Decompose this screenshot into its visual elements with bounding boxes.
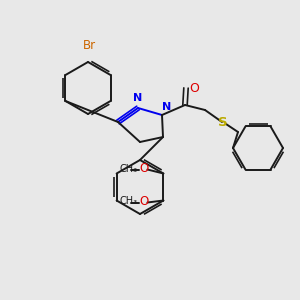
Text: O: O (140, 162, 149, 175)
Text: N: N (162, 102, 172, 112)
Text: S: S (218, 116, 228, 128)
Text: O: O (189, 82, 199, 94)
Text: O: O (140, 195, 149, 208)
Text: CH₃: CH₃ (119, 164, 137, 173)
Text: CH₃: CH₃ (119, 196, 137, 206)
Text: Br: Br (82, 39, 96, 52)
Text: N: N (134, 93, 142, 103)
